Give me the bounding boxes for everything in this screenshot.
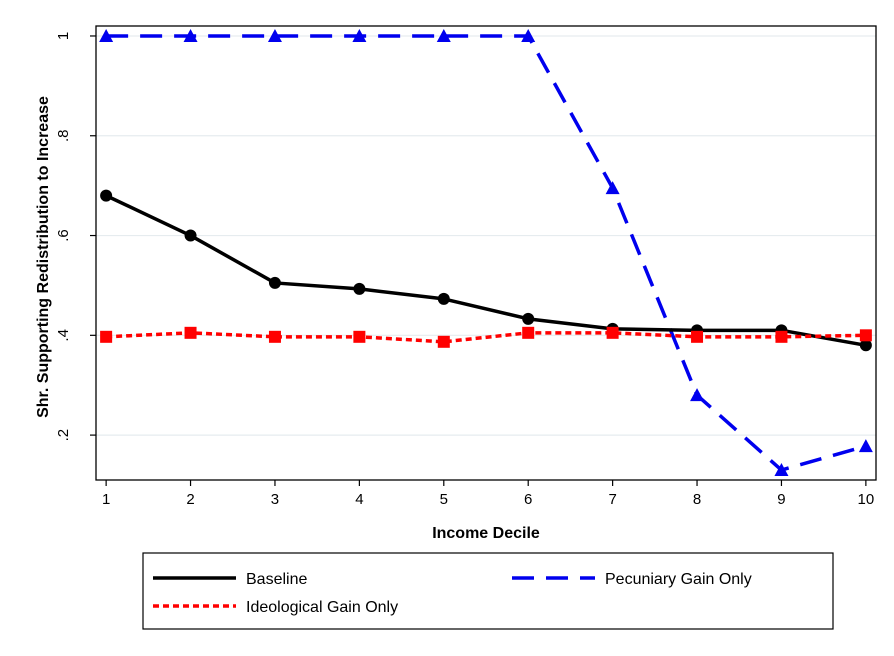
x-axis-title: Income Decile xyxy=(432,525,540,542)
x-tick-label: 1 xyxy=(102,491,110,508)
data-point xyxy=(100,330,113,343)
series-ideological-gain-only xyxy=(100,326,872,348)
data-point xyxy=(184,326,197,339)
legend-label: Baseline xyxy=(246,571,307,588)
data-point xyxy=(436,28,451,42)
data-point xyxy=(99,28,114,42)
legend-item: Pecuniary Gain Only xyxy=(512,571,752,588)
x-tick-label: 8 xyxy=(693,491,701,508)
series-line xyxy=(106,331,866,344)
data-point xyxy=(521,28,536,42)
series-line xyxy=(106,34,867,472)
data-point xyxy=(858,439,873,453)
x-tick-label: 7 xyxy=(608,491,616,508)
data-point xyxy=(183,28,198,42)
data-point xyxy=(522,326,535,339)
data-point xyxy=(268,276,281,289)
data-point xyxy=(774,463,789,477)
data-point xyxy=(353,282,366,295)
y-tick-label: .4 xyxy=(55,329,72,342)
data-point xyxy=(352,28,367,42)
data-point xyxy=(690,388,705,402)
plot-frame xyxy=(95,25,877,481)
legend-item: Ideological Gain Only xyxy=(153,599,398,616)
data-point xyxy=(522,312,535,325)
data-point xyxy=(437,335,450,348)
legend-label: Pecuniary Gain Only xyxy=(605,571,752,588)
data-point xyxy=(691,330,704,343)
y-axis: .2 .4 .6 .8 1 xyxy=(55,32,96,442)
legend-box xyxy=(142,552,834,630)
data-point xyxy=(184,229,197,242)
legend-item: Baseline xyxy=(153,571,307,588)
data-point xyxy=(437,292,450,305)
legend: Baseline Pecuniary Gain Only Ideological G… xyxy=(142,552,834,630)
data-point xyxy=(859,329,872,342)
series-pecuniary-gain-only xyxy=(99,28,873,477)
y-tick-label: 1 xyxy=(55,32,72,40)
legend-label: Ideological Gain Only xyxy=(246,599,398,616)
x-tick-label: 5 xyxy=(440,491,448,508)
x-tick-label: 10 xyxy=(858,491,875,508)
data-point xyxy=(100,189,113,202)
x-axis: 1 2 3 4 5 6 7 8 9 10 xyxy=(102,480,874,508)
series-line xyxy=(105,194,867,348)
y-tick-label: .2 xyxy=(55,429,72,442)
y-tick-label: .8 xyxy=(55,130,72,143)
y-axis-title: Shr. Supporting Redistribution to Increa… xyxy=(35,96,52,418)
series-layer xyxy=(99,28,873,477)
data-point xyxy=(353,330,366,343)
data-point xyxy=(775,330,788,343)
data-point xyxy=(606,326,619,339)
x-tick-label: 9 xyxy=(777,491,785,508)
y-tick-label: .6 xyxy=(55,229,72,242)
data-point xyxy=(267,28,282,42)
x-tick-label: 6 xyxy=(524,491,532,508)
x-tick-label: 4 xyxy=(355,491,363,508)
data-point xyxy=(268,330,281,343)
x-tick-label: 2 xyxy=(186,491,194,508)
x-tick-label: 3 xyxy=(271,491,279,508)
data-point xyxy=(605,181,620,195)
data-point xyxy=(859,339,872,352)
